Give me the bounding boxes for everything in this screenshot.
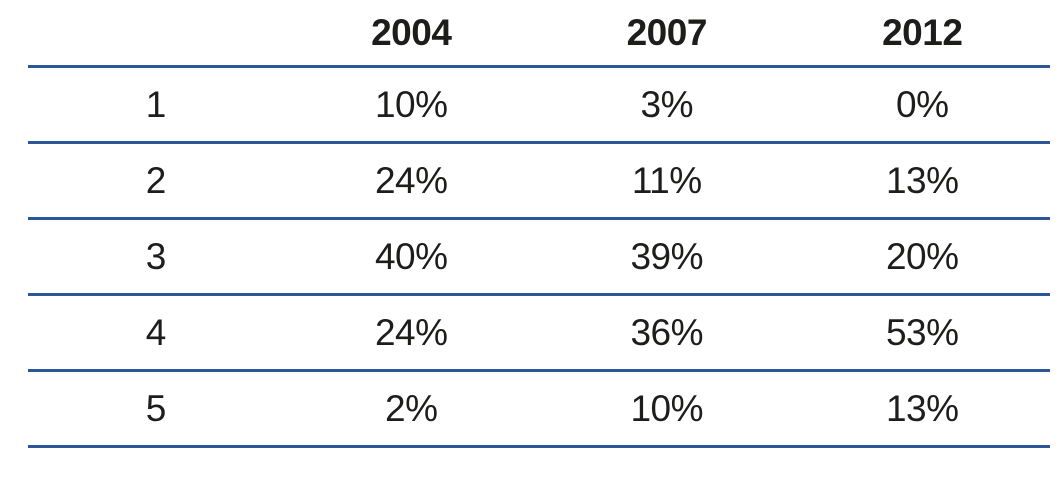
- header-row-label-column: [28, 0, 284, 68]
- table-cell: 39%: [539, 218, 795, 296]
- table-row-4: 4 24% 36% 53%: [28, 294, 1050, 372]
- table-cell: 13%: [794, 142, 1050, 220]
- table-cell: 10%: [539, 370, 795, 448]
- table-header: 2004 2007 2012: [28, 0, 1050, 68]
- table-cell: 0%: [794, 66, 1050, 144]
- row-label: 5: [28, 370, 284, 448]
- table-cell: 20%: [794, 218, 1050, 296]
- table-cell: 53%: [794, 294, 1050, 372]
- row-label: 3: [28, 218, 284, 296]
- row-label: 2: [28, 142, 284, 220]
- table-cell: 36%: [539, 294, 795, 372]
- header-year-2012: 2012: [794, 0, 1050, 68]
- table-cell: 11%: [539, 142, 795, 220]
- percentage-distribution-table: 2004 2007 2012 1 10% 3% 0% 2 24% 11% 13%…: [28, 0, 1050, 448]
- table-row-2: 2 24% 11% 13%: [28, 142, 1050, 220]
- header-year-2007: 2007: [539, 0, 795, 68]
- table-cell: 40%: [283, 218, 539, 296]
- table-cell: 2%: [283, 370, 539, 448]
- row-label: 4: [28, 294, 284, 372]
- table-cell: 24%: [283, 142, 539, 220]
- table-cell: 3%: [539, 66, 795, 144]
- table-row-1: 1 10% 3% 0%: [28, 66, 1050, 144]
- table-cell: 24%: [283, 294, 539, 372]
- table-cell: 13%: [794, 370, 1050, 448]
- table-body: 1 10% 3% 0% 2 24% 11% 13% 3 40% 39% 20% …: [28, 66, 1050, 448]
- data-table-container: 2004 2007 2012 1 10% 3% 0% 2 24% 11% 13%…: [28, 0, 1050, 448]
- table-header-row: 2004 2007 2012: [28, 0, 1050, 68]
- table-cell: 10%: [283, 66, 539, 144]
- table-row-5: 5 2% 10% 13%: [28, 370, 1050, 448]
- row-label: 1: [28, 66, 284, 144]
- table-row-3: 3 40% 39% 20%: [28, 218, 1050, 296]
- header-year-2004: 2004: [283, 0, 539, 68]
